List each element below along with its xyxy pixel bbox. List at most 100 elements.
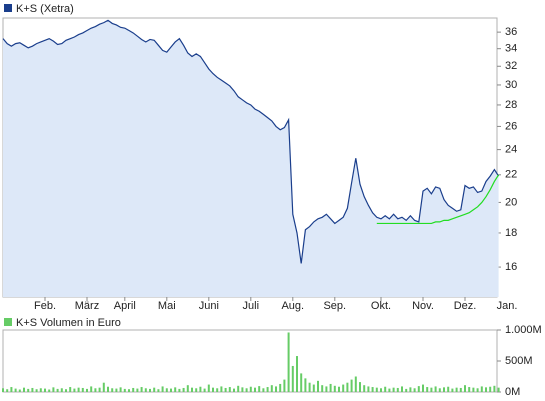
y-tick-label: 30 — [505, 79, 517, 91]
bar — [132, 387, 135, 392]
bar — [35, 389, 38, 392]
bar — [430, 387, 433, 392]
bar — [472, 387, 475, 392]
bar — [144, 388, 147, 392]
bar — [300, 373, 303, 392]
bar — [375, 387, 378, 392]
bar — [296, 356, 298, 392]
x-tick-label: Feb. — [34, 300, 56, 312]
y-tick-label: 18 — [505, 227, 517, 239]
bar — [60, 388, 63, 392]
bar — [23, 387, 25, 392]
bar — [77, 387, 80, 392]
bar — [371, 387, 374, 392]
bar — [73, 388, 76, 392]
bar — [325, 386, 328, 392]
bar — [480, 386, 483, 392]
bar — [199, 386, 202, 392]
x-tick-label: Dez. — [454, 300, 477, 312]
bar — [270, 385, 273, 392]
y-tick-label: 0M — [505, 386, 520, 398]
bar — [317, 380, 319, 392]
bar — [165, 388, 168, 392]
bar — [413, 388, 416, 392]
legend-label: K+S Volumen in Euro — [16, 317, 121, 329]
bar — [329, 383, 332, 392]
bar — [405, 388, 408, 392]
y-tick-label: 34 — [505, 43, 517, 55]
bar — [417, 386, 420, 392]
x-tick-label: Jan. — [497, 300, 518, 312]
bar — [308, 382, 311, 392]
bar — [384, 386, 387, 392]
bar — [81, 387, 84, 392]
bar — [174, 387, 177, 392]
y-tick-label: 32 — [505, 60, 517, 72]
bar — [2, 388, 4, 392]
bar — [312, 384, 315, 392]
bar — [468, 387, 471, 392]
y-tick-label: 16 — [505, 261, 517, 273]
bar — [241, 387, 244, 392]
bar — [191, 387, 193, 392]
bar — [228, 387, 231, 392]
bar — [388, 388, 391, 392]
bar — [426, 387, 429, 392]
bar — [434, 386, 437, 392]
bar — [6, 389, 9, 392]
bar — [237, 385, 240, 392]
bar — [52, 387, 55, 392]
x-tick-label: Juni — [199, 300, 219, 312]
bar — [283, 379, 286, 392]
bar — [216, 388, 219, 392]
bar — [195, 388, 198, 392]
bar — [207, 384, 210, 392]
x-tick-label: Nov. — [412, 300, 434, 312]
bar — [249, 386, 252, 392]
bar — [27, 388, 30, 392]
bar — [233, 388, 235, 392]
bar — [153, 387, 156, 392]
bar — [86, 388, 88, 392]
bar — [224, 387, 227, 392]
bar — [459, 387, 462, 392]
bar — [220, 386, 223, 392]
bar — [149, 388, 151, 392]
bar — [31, 387, 34, 392]
bar — [304, 378, 307, 392]
bar — [182, 387, 185, 392]
bar — [489, 386, 492, 392]
bar — [497, 387, 500, 392]
bar — [443, 387, 445, 392]
bar — [18, 389, 21, 392]
bar — [485, 387, 487, 392]
x-tick-label: Mai — [158, 300, 176, 312]
bar — [212, 387, 214, 392]
x-tick-label: Juli — [243, 300, 260, 312]
bar — [186, 385, 189, 392]
bar — [455, 387, 458, 392]
bar — [476, 388, 479, 392]
bar — [338, 386, 340, 392]
y-tick-label: 1.000M — [505, 324, 542, 336]
bar — [342, 384, 345, 392]
y-tick-label: 20 — [505, 196, 517, 208]
bar — [102, 382, 105, 392]
bar — [333, 385, 336, 392]
bar — [136, 388, 139, 392]
bar — [245, 388, 248, 392]
bar — [178, 388, 181, 392]
y-tick-label: 28 — [505, 99, 517, 111]
bar — [14, 388, 17, 392]
bar — [262, 388, 265, 392]
legend-label: K+S (Xetra) — [16, 3, 74, 15]
bar — [69, 387, 72, 392]
volume-plot-area — [2, 329, 498, 393]
bar — [438, 388, 441, 392]
bar — [266, 387, 269, 392]
bar — [451, 388, 454, 392]
bar — [493, 385, 496, 392]
x-tick-label: März — [75, 300, 99, 312]
bar — [39, 388, 42, 392]
